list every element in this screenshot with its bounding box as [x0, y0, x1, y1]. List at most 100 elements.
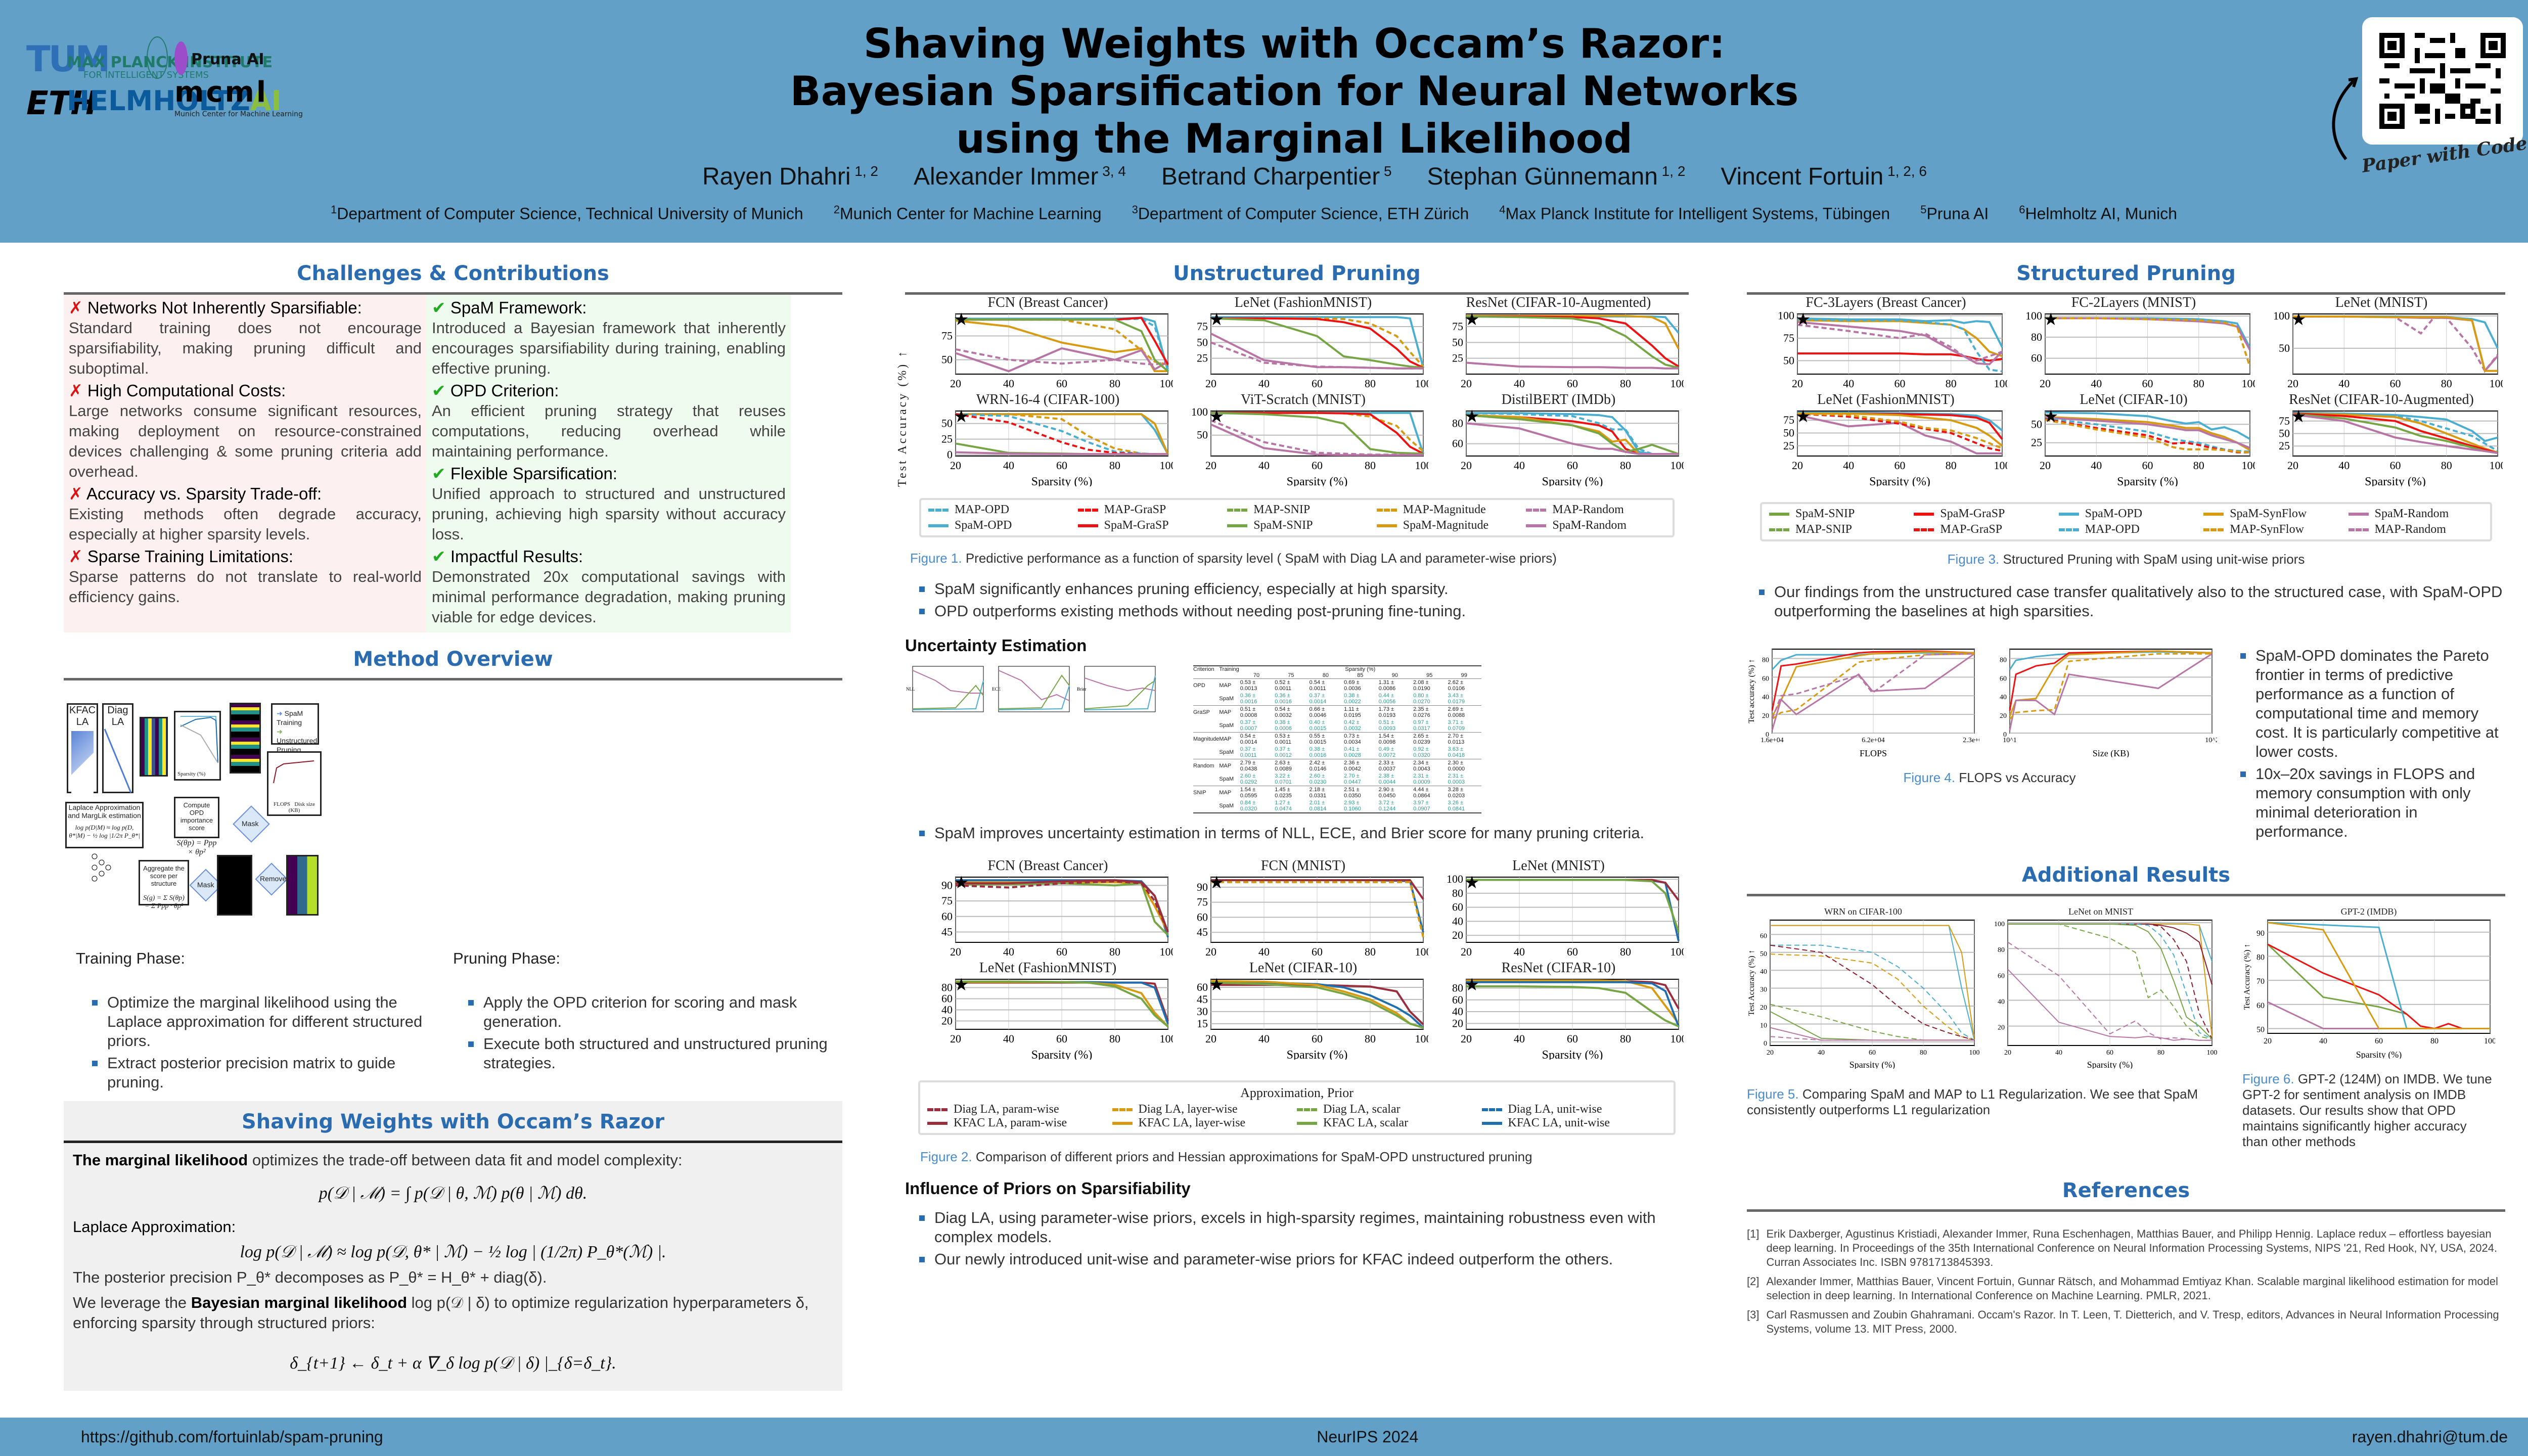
- legend-swatch: [2348, 513, 2369, 516]
- y-tick-label: 15: [1197, 1017, 1208, 1030]
- x-tick-label: 100: [1160, 1032, 1173, 1045]
- challenges-list: ✗ Networks Not Inherently Sparsifiable: S…: [64, 295, 427, 632]
- x-tick-label: 20: [1205, 459, 1216, 472]
- qr-code[interactable]: [2362, 17, 2523, 145]
- series-line-spam-rand: [1771, 653, 1975, 731]
- criterion-cell: [1193, 746, 1219, 759]
- chart-title: ViT-Scratch (MNIST): [1241, 392, 1366, 407]
- item-heading: ✗ Accuracy vs. Sparsity Trade-off:: [69, 484, 422, 504]
- criterion-cell: GraSP: [1193, 709, 1210, 715]
- column-right: Structured Pruning FC-3Layers (Breast Ca…: [1747, 253, 2506, 1341]
- series-line-mle-l1-random: [1770, 1036, 1974, 1041]
- baseline-star-icon: ★: [1795, 408, 1811, 426]
- y-tick-label: 0: [1766, 731, 1769, 739]
- x-tick-label: 80: [1365, 377, 1376, 389]
- github-link[interactable]: https://github.com/fortuinlab/spam-pruni…: [81, 1427, 383, 1446]
- criterion-cell: Magnitude: [1193, 736, 1220, 742]
- x-tick-label: 80: [1109, 377, 1120, 389]
- legend-item: Diag LA, layer-wise: [1112, 1103, 1297, 1116]
- kfac-box: KFAC LA: [67, 703, 98, 796]
- figure-2-grid: FCN (Breast Cancer)2040608010045607590★F…: [920, 858, 1687, 1062]
- item-heading: ✔ Flexible Sparsification:: [432, 464, 786, 484]
- criterion-cell: [1193, 719, 1219, 733]
- y-tick-label: 80: [2031, 331, 2042, 343]
- y-tick-label: 80: [1452, 417, 1463, 429]
- legend-item: MAP-GraSP: [1077, 503, 1217, 517]
- legend-item: MAP-OPD: [2058, 523, 2193, 536]
- affiliation-sup: 6: [2019, 203, 2025, 216]
- series-line-spam-opd: [1211, 316, 1424, 369]
- contact-email[interactable]: rayen.dhahri@tum.de: [2352, 1427, 2508, 1446]
- series-line-map-random: [1797, 324, 2003, 362]
- arrow-icon: [2332, 77, 2359, 160]
- training-cell: MAP: [1219, 682, 1232, 689]
- series-line-spam-snip: [2008, 923, 2213, 1039]
- figure-4-caption: Figure 4. FLOPS vs Accuracy: [1747, 770, 2232, 786]
- baseline-star-icon: ★: [954, 408, 969, 426]
- value-cell: 3.22 ± 0.0701: [1275, 773, 1292, 785]
- series-line-map-random: [1210, 341, 1423, 370]
- item-body: Standard training does not encourage spa…: [69, 319, 422, 377]
- series-line-kfac-la-scalar: [1466, 879, 1680, 932]
- training-cell: SpaM: [1219, 722, 1234, 729]
- y-tick-label: 60: [2031, 352, 2042, 365]
- affiliation-text: Pruna AI: [1926, 204, 1989, 223]
- author-affil-sup: 1, 2, 6: [1883, 163, 1927, 179]
- affiliation-text: Munich Center for Machine Learning: [839, 204, 1102, 223]
- table-row: SpaM 2.60 ± 0.0292 3.22 ± 0.0701 2.60 ± 0.0…: [1193, 772, 1481, 786]
- pruning-phase-list: Apply the OPD criterion for scoring and …: [453, 993, 842, 1073]
- chart-svg-s2: 204060801006080100★: [2025, 309, 2259, 390]
- value-cell: 2.62 ± 0.0106: [1448, 679, 1465, 692]
- chart-u6: DistilBERT (IMDb)204060801006080★Sparsit…: [1431, 392, 1687, 489]
- criterion-cell: [1193, 772, 1219, 786]
- affiliation-text: Helmholtz AI, Munich: [2025, 204, 2178, 223]
- y-tick-label: 50: [2279, 342, 2290, 354]
- tum-logo: TUM: [26, 38, 110, 80]
- cross-icon: ✗: [69, 298, 87, 317]
- reference-text: Carl Rasmussen and Zoubin Ghahramani. Oc…: [1766, 1308, 2499, 1335]
- criterion-cell: [1193, 692, 1219, 706]
- affiliation: 3Department of Computer Science, ETH Zür…: [1132, 203, 1469, 223]
- item-body: Existing methods often degrade accuracy,…: [69, 505, 422, 543]
- y-tick-label: 80: [1998, 946, 2005, 954]
- x-tick-label: 80: [2193, 377, 2204, 389]
- leverage-post: log p(𝒟 | δ) to optimize regularization …: [73, 1294, 809, 1332]
- chart-title: WRN on CIFAR-100: [1824, 906, 1902, 917]
- y-tick-label: 60: [2256, 1002, 2265, 1010]
- chart-svg-s5: 20 40 60 80 100 25 50★ Sparsity (%): [2031, 407, 2259, 488]
- chart-title: LeNet (MNIST): [2335, 295, 2428, 310]
- y-tick-label: 30: [1197, 1005, 1208, 1018]
- y-tick-label: 0: [1764, 1040, 1767, 1048]
- qr-code-icon: [2379, 33, 2506, 129]
- additional-results: WRN on CIFAR-100 20 40 60 80 100 0 10 20 30 40 50 60…: [1747, 906, 2505, 1150]
- chart-f2b: FCN (MNIST) 20 40 60 80 100 45 60 75 90★: [1176, 858, 1432, 960]
- value-cell: 2.93 ± 0.1060: [1344, 800, 1361, 812]
- legend-item: MAP-Random: [1526, 503, 1665, 517]
- table-row: SpaM 0.37 ± 0.0007 0.38 ± 0.0006 0.40 ± 0.0…: [1193, 719, 1481, 733]
- legend-swatch: [927, 1108, 947, 1112]
- remove-label: Remove: [260, 875, 287, 883]
- figure-3-legend: SpaM-SNIP SpaM-GraSP SpaM-OPD SpaM-SynFlow S…: [1760, 502, 2492, 541]
- value-cell: 2.63 ± 0.0089: [1275, 760, 1292, 772]
- item-heading-text: SpaM Framework:: [450, 298, 587, 317]
- unstructured-title: Unstructured Pruning: [905, 253, 1689, 295]
- y-tick-label: 40: [1998, 998, 2005, 1006]
- figure-1-label: Figure 1.: [910, 551, 962, 566]
- value-cell: 0.49 ± 0.0072: [1378, 746, 1396, 758]
- reference-text: Erik Daxberger, Agustinus Kristiadi, Ale…: [1766, 1227, 2498, 1268]
- y-tick-label: 20: [1452, 929, 1463, 941]
- legend-label: MAP-SNIP: [1253, 503, 1311, 516]
- figure-2-caption: Figure 2. Comparison of different priors…: [920, 1149, 1674, 1165]
- brier-ylabel: Brier: [1077, 687, 1087, 692]
- author-affil-sup: 1, 2: [850, 163, 878, 179]
- baseline-star-icon: ★: [954, 976, 969, 994]
- series-line-spam-opd: [1771, 652, 1974, 670]
- baseline-star-icon: ★: [2043, 408, 2058, 426]
- baseline-star-icon: ★: [2291, 408, 2306, 426]
- chart-svg-f2b: 20 40 60 80 100 45 60 75 90★: [1197, 874, 1432, 958]
- value-cell: 0.66 ± 0.0046: [1309, 706, 1327, 718]
- y-tick-label: 100: [1191, 408, 1208, 418]
- y-tick-label: 70: [2256, 977, 2265, 986]
- x-tick-label: 20: [2040, 459, 2051, 472]
